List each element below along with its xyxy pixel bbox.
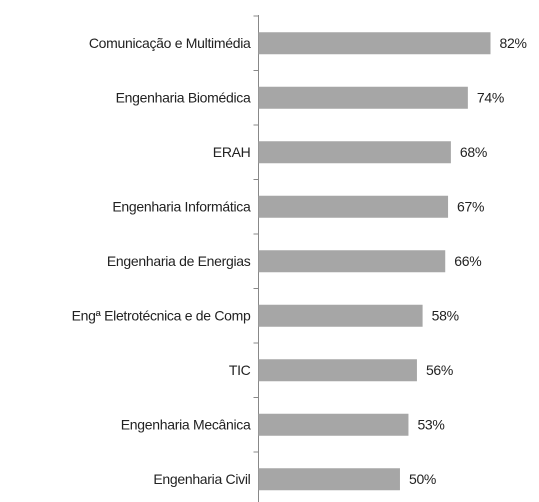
- value-label: 82%: [500, 35, 527, 51]
- bar: [258, 141, 451, 164]
- value-label: 66%: [454, 253, 481, 269]
- bar: [258, 468, 400, 491]
- value-label: 58%: [432, 307, 459, 323]
- value-label: 50%: [409, 471, 436, 487]
- category-label: Engenharia Civil: [153, 471, 250, 487]
- category-label: Engenharia Mecânica: [121, 416, 251, 432]
- category-label: Engenharia de Energias: [107, 253, 251, 269]
- bar: [258, 195, 449, 218]
- value-label: 74%: [477, 89, 504, 105]
- bar: [258, 304, 423, 327]
- bar: [258, 359, 417, 382]
- category-label: ERAH: [213, 144, 251, 160]
- value-label: 68%: [460, 144, 487, 160]
- bar: [258, 86, 468, 109]
- value-label: 67%: [457, 198, 484, 214]
- category-label: Engenharia Biomédica: [116, 89, 251, 105]
- bar: [258, 250, 446, 273]
- category-label: Comunicação e Multimédia: [89, 35, 251, 51]
- bar: [258, 32, 491, 55]
- category-label: Engª Eletrotécnica e de Comp: [72, 307, 251, 323]
- bar: [258, 413, 409, 436]
- value-label: 53%: [417, 416, 444, 432]
- category-label: Engenharia Informática: [112, 198, 251, 214]
- category-label: TIC: [229, 362, 251, 378]
- value-label: 56%: [426, 362, 453, 378]
